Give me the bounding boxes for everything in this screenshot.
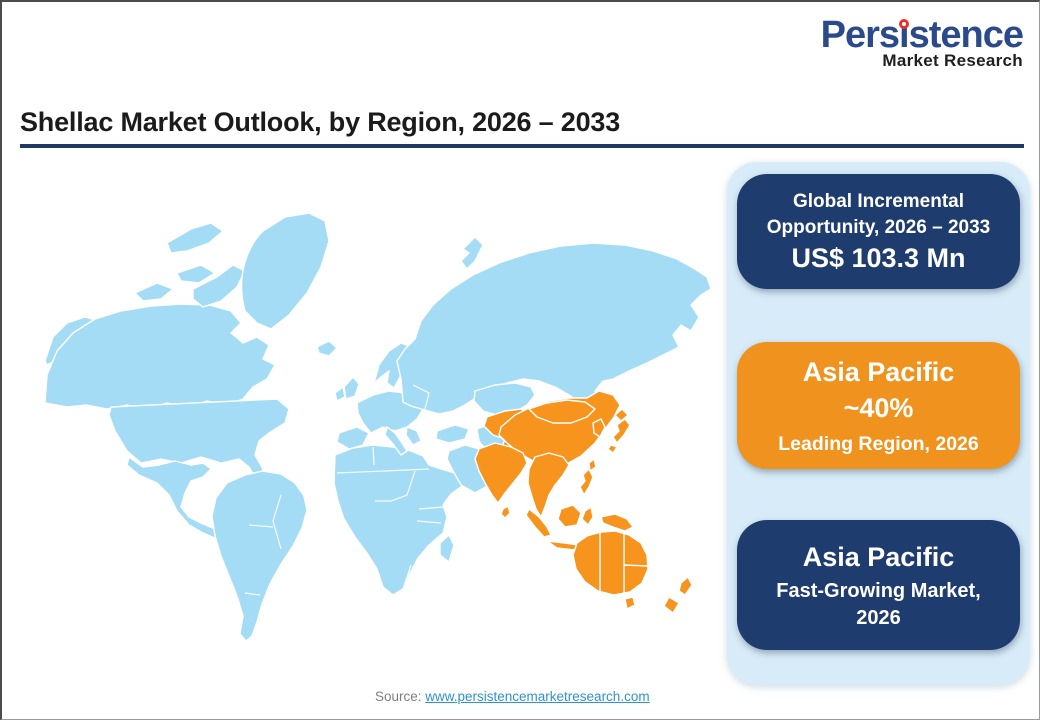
country-greece (405, 426, 422, 446)
card-fast-growing-market: Asia Pacific Fast-Growing Market, 2026 (737, 520, 1020, 650)
map-internal-borders (244, 384, 444, 596)
leading-region-label: Leading Region, 2026 (778, 432, 979, 455)
source-label: Source: (374, 689, 422, 704)
country-new-zealand-south (663, 596, 680, 614)
country-kazakhstan (473, 382, 536, 416)
island-madagascar (439, 534, 455, 563)
country-japan-honshu (612, 418, 631, 444)
map-region-asia-pacific-highlight (474, 390, 693, 614)
country-japan-hokkaido (614, 408, 629, 422)
island-sumatra (525, 508, 552, 538)
country-iceland (316, 340, 338, 357)
country-india (474, 442, 528, 504)
island-java (546, 540, 580, 551)
arctic-island-ellesmere (166, 222, 224, 254)
country-uk (343, 376, 360, 400)
island-taiwan (588, 458, 597, 472)
fast-growing-label: Fast-Growing Market, 2026 (776, 580, 981, 629)
logo-part1: Pers (820, 14, 900, 56)
country-turkey (435, 424, 470, 444)
logo-part3: stence (908, 14, 1024, 56)
map-rest-of-world (44, 212, 712, 642)
logo: Persı stence Market Research (820, 14, 1024, 70)
leading-region-name: Asia Pacific (802, 356, 955, 387)
border-line (336, 446, 444, 590)
continent-africa (333, 444, 470, 596)
opportunity-label: Global Incremental Opportunity, 2026 – 2… (766, 191, 991, 238)
logo-i: ı (898, 14, 910, 56)
country-japan-kyushu (607, 444, 618, 454)
island-novaya-zemlya (460, 236, 484, 270)
country-new-zealand-north (678, 576, 693, 596)
island-sri-lanka (500, 505, 511, 519)
logo-subtitle: Market Research (882, 51, 1023, 70)
island-tasmania (624, 596, 636, 610)
country-ireland (334, 386, 346, 402)
stats-panel: Global Incremental Opportunity, 2026 – 2… (727, 162, 1030, 685)
logo-dotless-i: ı (899, 14, 910, 56)
opportunity-value: US$ 103.3 Mn (791, 242, 966, 273)
country-australia (572, 530, 649, 596)
country-greenland (240, 212, 330, 330)
arctic-island-baffin (192, 264, 246, 308)
card-leading-region: Asia Pacific ~40% Leading Region, 2026 (737, 342, 1020, 469)
world-map (44, 212, 712, 642)
island-borneo (557, 504, 582, 528)
island-sulawesi (581, 506, 594, 526)
logo-red-dot-icon (898, 19, 909, 29)
logo-wordmark: Persı stence (820, 14, 1024, 56)
card-global-incremental-opportunity: Global Incremental Opportunity, 2026 – 2… (737, 174, 1020, 289)
page-title: Shellac Market Outlook, by Region, 2026 … (20, 107, 621, 137)
continent-south-america (211, 470, 308, 642)
source-line: Source: www.persistencemarketresearch.co… (375, 689, 650, 704)
fast-growing-region-name: Asia Pacific (802, 541, 955, 572)
arctic-island (176, 264, 216, 284)
country-mexico-central-america (126, 456, 236, 546)
source-link[interactable]: www.persistencemarketresearch.com (425, 689, 650, 704)
country-korea (592, 418, 606, 438)
country-usa (108, 398, 290, 482)
region-iberia (336, 426, 370, 450)
island-new-guinea (600, 513, 634, 532)
country-italy (384, 426, 408, 456)
border-line (412, 384, 430, 410)
country-russia (396, 242, 712, 424)
australia-state-borders (599, 532, 649, 594)
leading-region-share: ~40% (843, 393, 914, 424)
border-line (244, 494, 282, 596)
country-mongolia (528, 399, 596, 424)
region-indochina (527, 452, 570, 518)
arctic-island (134, 282, 174, 302)
country-philippines (579, 468, 594, 496)
title-underline (20, 144, 1024, 148)
